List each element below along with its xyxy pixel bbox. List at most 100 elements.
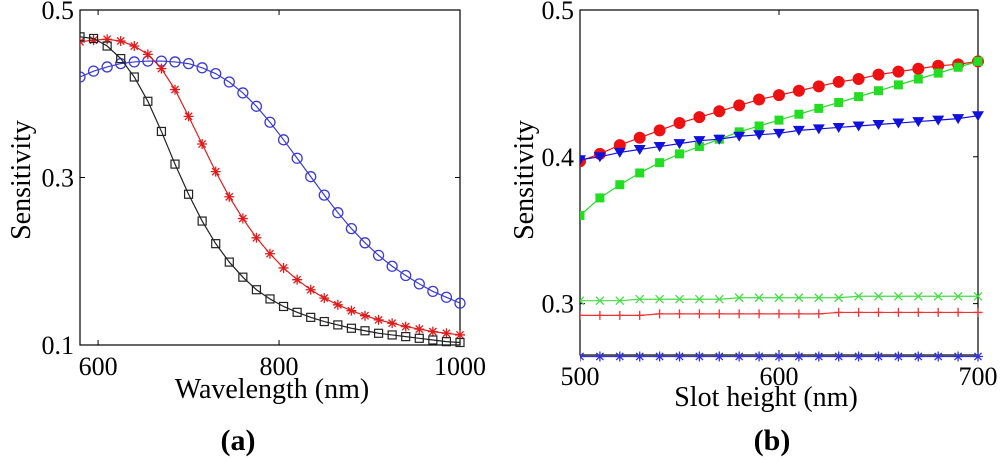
- panel-b-series-2-point: [874, 86, 883, 96]
- panel-a-xlabel: Wavelength (nm): [175, 374, 369, 405]
- panel-b-series-6-point: [754, 351, 765, 362]
- panel-a-series-2-point: [115, 35, 126, 46]
- panel-b-series-6-point: [853, 351, 864, 362]
- panel-a-series-1-point: [210, 68, 222, 80]
- panel-b-series-3-point: [872, 120, 885, 131]
- panel-b-series-4-point: [655, 294, 665, 304]
- panel-a-series-3-point: [319, 316, 329, 327]
- panel-a-series-1-point: [80, 71, 86, 83]
- panel-b-series-5-point: [953, 307, 963, 317]
- panel-b-series-1-point: [693, 111, 706, 124]
- panel-a-series-2-point: [170, 84, 180, 95]
- panel-a-series-2-point: [373, 314, 384, 325]
- panel-b-series-1-point: [792, 84, 805, 97]
- panel-a-series-3-point: [80, 32, 85, 42]
- panel-b-series-5-point: [913, 307, 923, 317]
- panel-b-series-6-point: [654, 351, 665, 362]
- panel-a-series-1-point: [223, 76, 235, 88]
- panel-a-series-3-point: [401, 332, 411, 342]
- panel-a-series-3-line: [80, 36, 461, 344]
- panel-a-series-3-point: [265, 294, 275, 304]
- panel-a-series-3-point: [373, 328, 384, 338]
- panel-b-series-5-point: [933, 307, 943, 317]
- panel-a-xtick-label: 800: [260, 352, 299, 381]
- panel-b-series-5-point: [874, 307, 883, 317]
- panel-b-series-2-point: [953, 62, 963, 72]
- panel-a-series-3-point: [129, 72, 139, 82]
- panel-b-series-3-point: [633, 144, 646, 155]
- panel-b-series-3-point: [733, 131, 746, 142]
- panel-b-series-1-point: [912, 62, 925, 75]
- panel-b-series-2-point: [774, 115, 784, 125]
- panel-b-series-4-point: [675, 294, 684, 304]
- panel-a-series-3-point: [278, 301, 289, 312]
- panel-b-chart: Sensitivity Slot height (nm) (b) 500 600 7…: [509, 0, 998, 457]
- panel-b-xlabel: Slot height (nm): [674, 382, 858, 413]
- panel-a-series-2-point: [156, 63, 167, 74]
- panel-a-series-1-point: [128, 56, 140, 68]
- panel-b-series-4-point: [874, 291, 883, 301]
- panel-a-series-2-point: [197, 139, 208, 149]
- panel-b-series-6-point: [833, 351, 844, 362]
- panel-a-series-1-point: [169, 56, 181, 68]
- panel-b-series-4-point: [814, 293, 824, 303]
- panel-a-series-1-point: [440, 291, 453, 303]
- panel-b-series-3-point: [580, 155, 586, 166]
- panel-a-series-3-point: [292, 307, 302, 317]
- panel-a-series-3-point: [414, 333, 424, 343]
- panel-b-series-6-point: [774, 351, 784, 362]
- panel-a-series-1-point: [291, 152, 303, 164]
- panel-a-series-3-point: [428, 335, 438, 345]
- panel-b-series-1-point: [812, 80, 825, 93]
- panel-a-series-2-point: [414, 324, 425, 335]
- panel-b-series-4-point: [580, 296, 585, 306]
- panel-b-series-4-point: [973, 291, 983, 301]
- panel-a-series-3-point: [455, 337, 465, 348]
- panel-a-series-2-point: [427, 326, 438, 337]
- panel-b-series-3-point: [593, 152, 606, 163]
- panel-b-series-4-point: [913, 291, 923, 301]
- panel-b-series-3-point: [932, 115, 945, 126]
- panel-b-series-6-point: [580, 351, 585, 362]
- panel-a-series-1-point: [196, 62, 208, 74]
- panel-b-series-2-point: [913, 74, 923, 84]
- panel-a-series-2-point: [102, 34, 113, 45]
- panel-b-series-2-point: [595, 193, 605, 203]
- panel-b-series-5: [580, 307, 983, 320]
- panel-a-series-3-point: [102, 41, 112, 51]
- panel-a-series-2-point: [305, 284, 316, 295]
- panel-b-series-2-point: [893, 80, 903, 90]
- panel-a-xtick-label: 600: [79, 352, 118, 381]
- panel-b-series-5-point: [580, 310, 585, 320]
- panel-a-series-1-point: [454, 297, 466, 309]
- panel-a-series-2-point: [319, 293, 330, 304]
- panel-b-series-6: [580, 351, 983, 362]
- panel-b-series-4-point: [953, 291, 963, 301]
- panel-a-series-3-point: [387, 330, 397, 340]
- panel-b-series-5-point: [694, 309, 704, 319]
- panel-b-series-6-point: [594, 351, 605, 362]
- panel-a-series-3-point: [143, 96, 153, 106]
- panel-b-series-4-point: [834, 293, 844, 303]
- panel-b-series-5-point: [635, 310, 645, 320]
- panel-b-caption: (b): [754, 424, 791, 457]
- panel-b-series-4-point: [734, 293, 744, 303]
- panel-b-series-3-point: [892, 118, 905, 129]
- panel-b-series-1-point: [653, 124, 666, 137]
- panel-a-series-3-point: [170, 159, 180, 169]
- panel-b-series-2-point: [794, 109, 804, 119]
- panel-a-series-3-point: [156, 126, 167, 137]
- panel-b-series-5-point: [774, 309, 784, 319]
- panel-b-series-2-point: [615, 180, 625, 190]
- panel-a-series-1-point: [332, 207, 344, 219]
- panel-a-chart: Sensitivity Wavelength (nm) (a) 600 800 10…: [6, 0, 486, 457]
- panel-b-series-3-point: [912, 117, 925, 128]
- panel-a-series-3-point: [306, 312, 316, 322]
- panel-a-series-1-point: [87, 65, 100, 77]
- panel-a-series-1-point: [305, 171, 317, 183]
- panel-a-series-3-point: [360, 326, 370, 336]
- panel-a-ytick-label: 0.1: [42, 331, 75, 360]
- panel-b-series-1-point: [673, 117, 686, 130]
- panel-b-series-2-point: [933, 68, 943, 78]
- panel-b-series-6-point: [813, 351, 824, 362]
